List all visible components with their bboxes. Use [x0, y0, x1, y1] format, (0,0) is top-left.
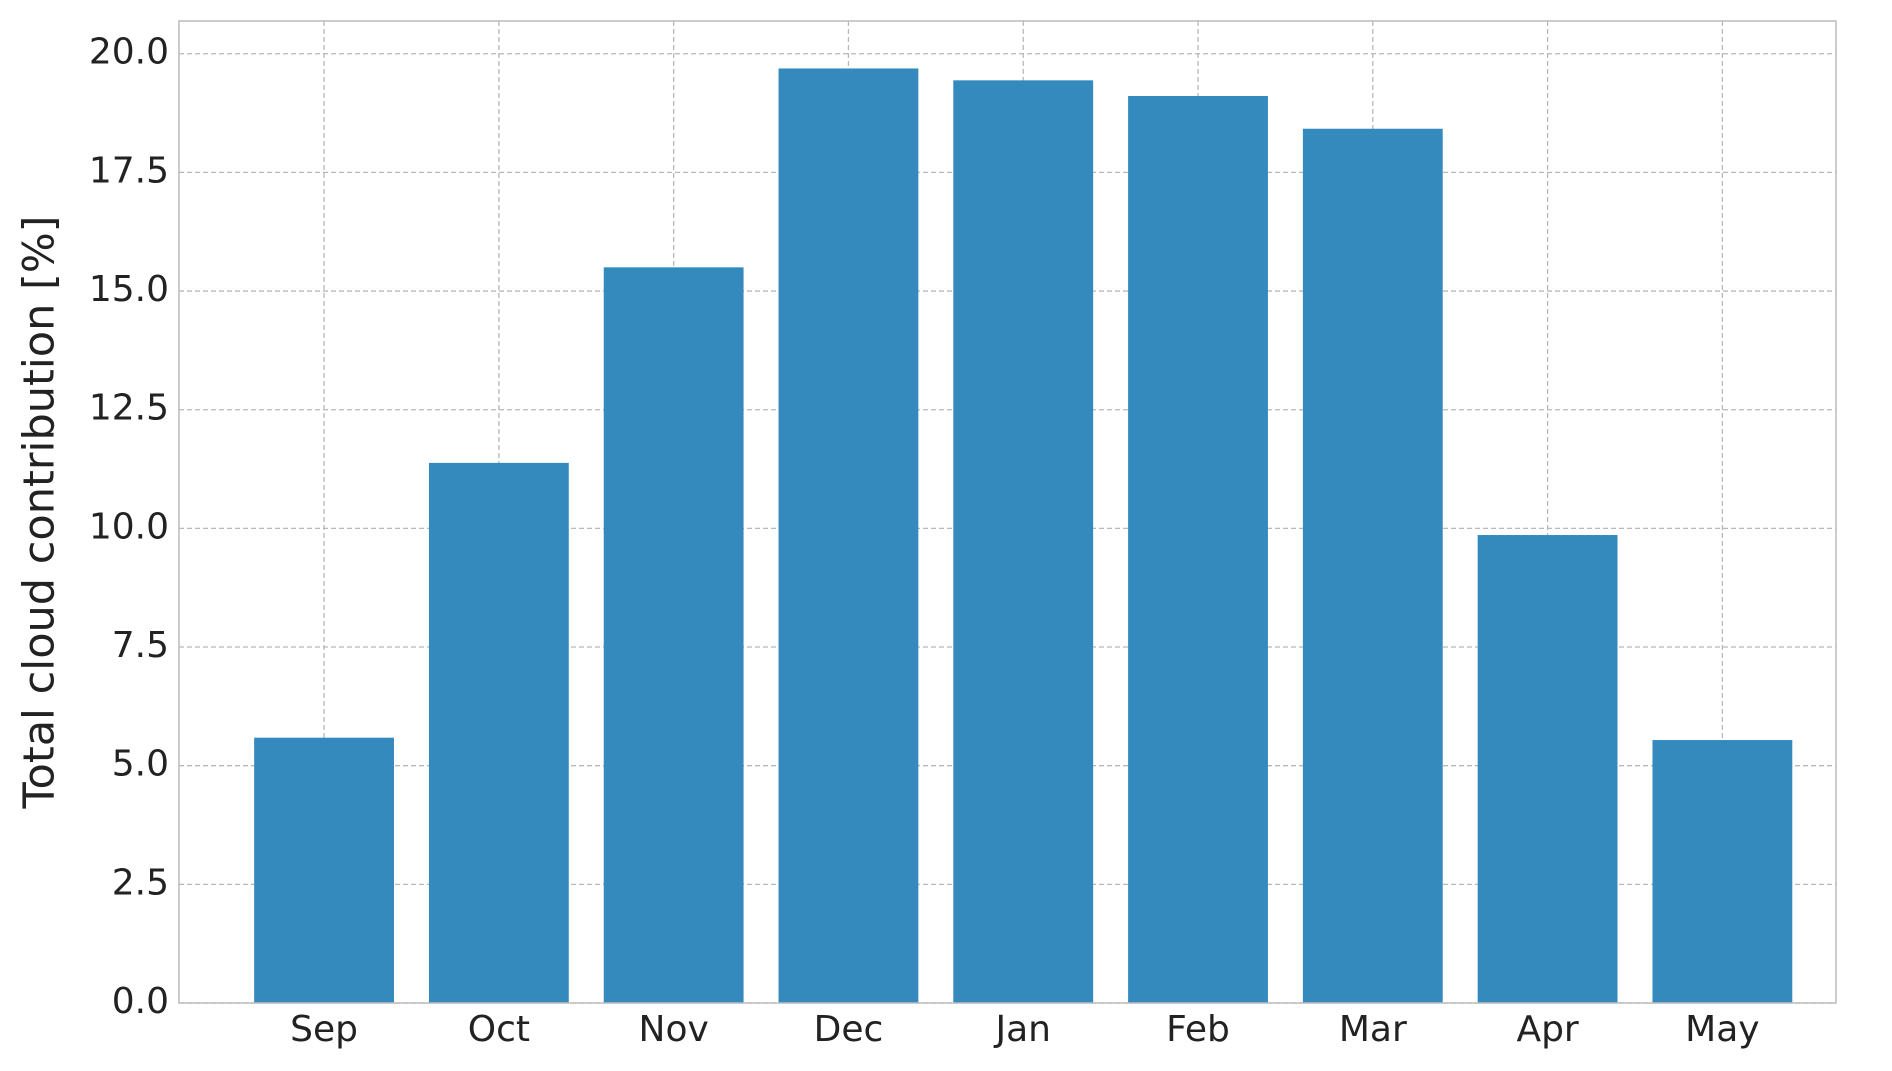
y-axis-label: Total cloud contribution [%] — [15, 216, 65, 810]
y-tick-label: 7.5 — [112, 625, 169, 666]
y-tick-label: 17.5 — [89, 150, 169, 191]
x-tick-label: Nov — [639, 1009, 709, 1050]
bar — [603, 267, 744, 1004]
bar — [778, 68, 919, 1004]
x-tick-label: Sep — [290, 1009, 358, 1050]
bar — [953, 80, 1094, 1003]
y-tick-label: 10.0 — [89, 506, 169, 547]
y-tick-label: 2.5 — [112, 862, 169, 903]
x-tick-label: May — [1685, 1009, 1759, 1050]
x-tick-label: Apr — [1516, 1009, 1578, 1050]
bar — [1652, 740, 1793, 1003]
y-tick-label: 0.0 — [112, 981, 169, 1022]
y-tick-label: 20.0 — [89, 32, 169, 73]
bar — [428, 462, 569, 1003]
bar — [1128, 95, 1268, 1003]
x-tick-label: Jan — [993, 1009, 1051, 1050]
bar — [1477, 535, 1618, 1003]
x-tick-label: Mar — [1339, 1009, 1407, 1050]
y-tick-label: 15.0 — [89, 269, 169, 310]
bar — [254, 737, 394, 1003]
x-tick-label: Oct — [468, 1009, 530, 1050]
x-tick-label: Feb — [1166, 1009, 1230, 1050]
y-tick-label: 5.0 — [112, 744, 169, 785]
y-tick-label: 12.5 — [89, 388, 169, 429]
bar — [1302, 128, 1443, 1003]
plot-frame — [178, 20, 1837, 1004]
x-tick-label: Dec — [814, 1009, 884, 1050]
